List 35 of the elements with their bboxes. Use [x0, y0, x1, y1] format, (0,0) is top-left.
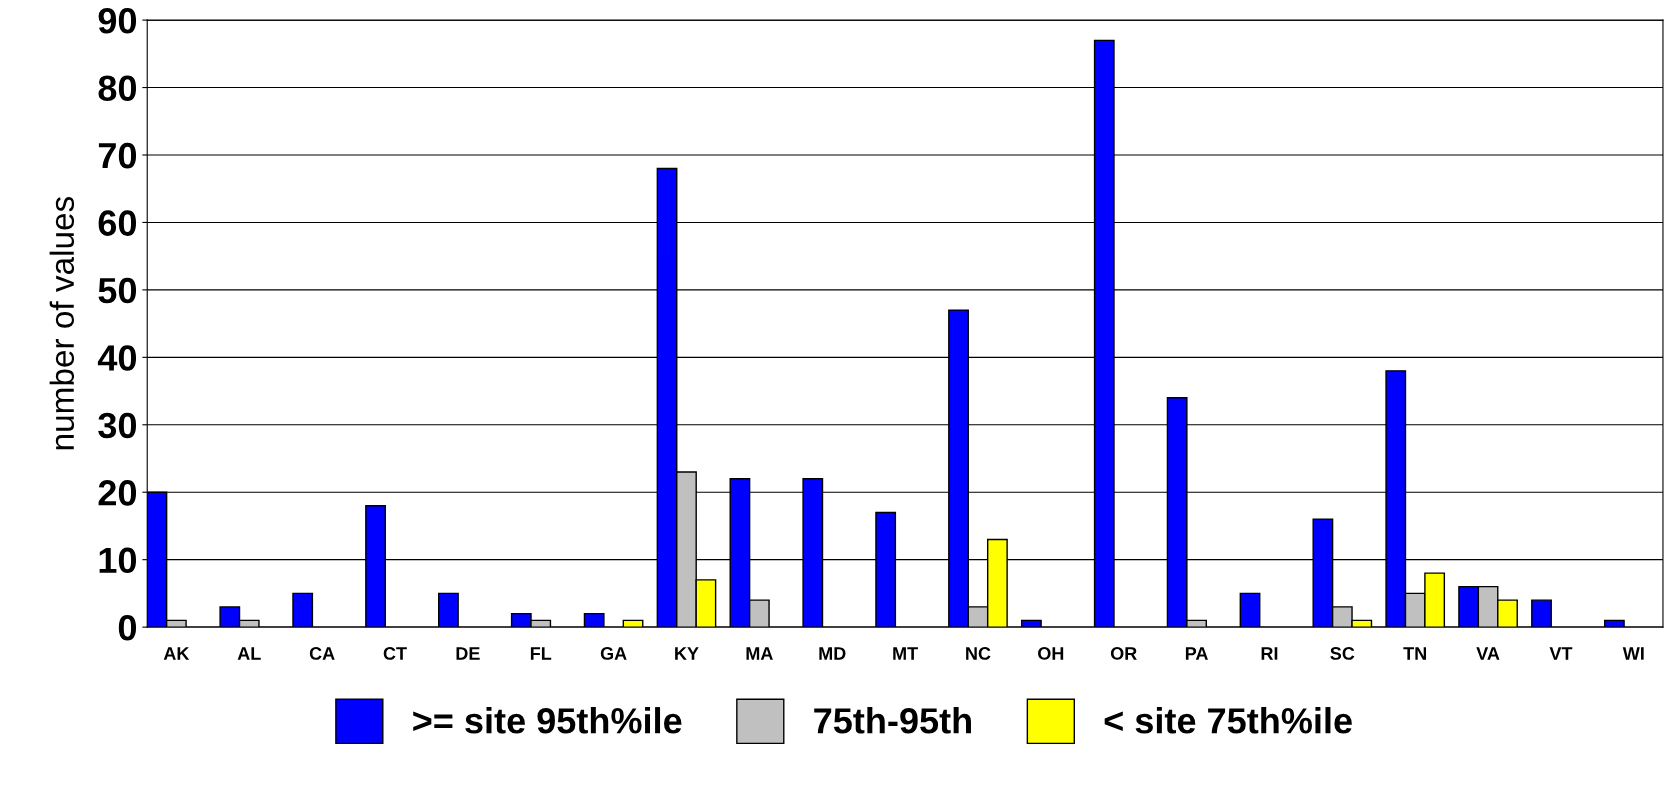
- x-tick-label: FL: [530, 647, 552, 660]
- y-tick-label: 80: [98, 75, 137, 101]
- legend-label: 75th-95th: [814, 707, 971, 734]
- x-tick-label: MD: [819, 647, 846, 660]
- x-tick-label: AL: [237, 647, 261, 660]
- y-tick-label: 90: [98, 7, 137, 34]
- legend-label: >= site 95th%ile: [413, 707, 682, 734]
- x-tick-label: KY: [675, 647, 699, 660]
- x-tick-label: PA: [1185, 647, 1208, 660]
- x-tick-label: WI: [1622, 647, 1644, 660]
- y-tick-label: 70: [98, 142, 137, 169]
- y-tick-label: 10: [99, 547, 137, 574]
- x-tick-label: RI: [1261, 647, 1278, 660]
- x-tick-label: VA: [1476, 647, 1500, 660]
- x-tick-label: GA: [600, 647, 627, 660]
- y-tick-label: 40: [97, 345, 137, 371]
- x-tick-label: AK: [163, 647, 190, 660]
- x-tick-label: OR: [1110, 647, 1137, 660]
- x-tick-label: SC: [1330, 647, 1355, 660]
- x-tick-label: CA: [309, 647, 335, 660]
- y-tick-label: 60: [98, 210, 137, 236]
- x-tick-label: NC: [966, 647, 991, 660]
- y-tick-label: 0: [118, 614, 137, 641]
- x-tick-label: OH: [1038, 647, 1064, 660]
- x-tick-label: CT: [383, 647, 407, 660]
- x-tick-label: MA: [746, 647, 773, 660]
- x-tick-label: VT: [1549, 647, 1573, 660]
- x-tick-label: DE: [456, 647, 480, 660]
- legend-label: < site 75th%ile: [1104, 707, 1352, 734]
- x-tick-label: MT: [893, 647, 918, 660]
- y-axis-title: number of values: [49, 196, 75, 450]
- y-tick-label: 50: [98, 277, 137, 304]
- x-tick-label: TN: [1403, 647, 1427, 660]
- y-tick-label: 30: [98, 412, 137, 439]
- y-tick-label: 20: [98, 480, 137, 506]
